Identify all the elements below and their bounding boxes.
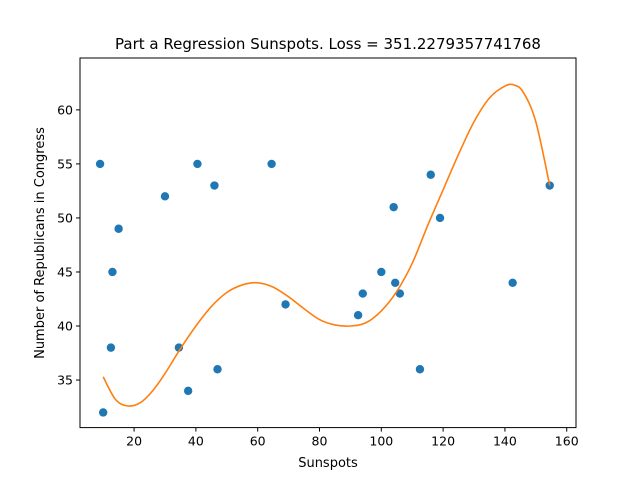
y-tick-label: 50 [57, 210, 73, 225]
data-point [95, 159, 105, 169]
data-point [267, 159, 276, 169]
data-point [426, 170, 435, 179]
y-tick-label: 45 [57, 264, 73, 279]
data-point [193, 159, 202, 169]
y-tick-label: 55 [57, 156, 73, 171]
data-point [98, 408, 108, 417]
data-point [508, 278, 517, 287]
x-tick-label: 100 [369, 434, 393, 449]
data-point [160, 192, 170, 201]
data-point [395, 289, 405, 298]
data-point [353, 311, 363, 320]
x-axis-ticks: 20 40 60 80 100 120 140 160 [126, 427, 579, 449]
data-point [281, 300, 290, 309]
x-tick-label: 120 [431, 434, 455, 449]
x-tick-label: 160 [555, 434, 579, 449]
plot-area [95, 83, 554, 417]
data-point [108, 267, 117, 277]
y-axis-label: Number of Republicans in Congress [33, 127, 48, 359]
y-axis-ticks: 35 40 45 50 55 60 [57, 102, 80, 388]
data-point [391, 278, 400, 287]
regression-curve [102, 83, 551, 407]
x-tick-label: 20 [126, 434, 142, 449]
data-point [174, 343, 184, 352]
y-tick-label: 60 [57, 102, 73, 117]
x-tick-label: 60 [250, 434, 266, 449]
x-tick-label: 80 [312, 434, 328, 449]
data-point [106, 343, 116, 352]
data-point [358, 289, 367, 298]
axes-frame [79, 57, 577, 429]
data-point [183, 386, 193, 396]
data-point [114, 224, 123, 233]
data-point [377, 267, 386, 277]
y-tick-label: 35 [57, 373, 73, 388]
x-tick-label: 40 [188, 434, 204, 449]
data-point [389, 202, 398, 212]
x-axis-label: Sunspots [298, 456, 358, 471]
data-point [415, 365, 425, 374]
data-point [435, 213, 445, 223]
chart-title: Part a Regression Sunspots. Loss = 351.2… [115, 35, 541, 53]
x-tick-label: 140 [493, 434, 517, 449]
y-tick-label: 40 [57, 319, 73, 334]
data-point [210, 181, 219, 190]
data-point [213, 365, 222, 374]
